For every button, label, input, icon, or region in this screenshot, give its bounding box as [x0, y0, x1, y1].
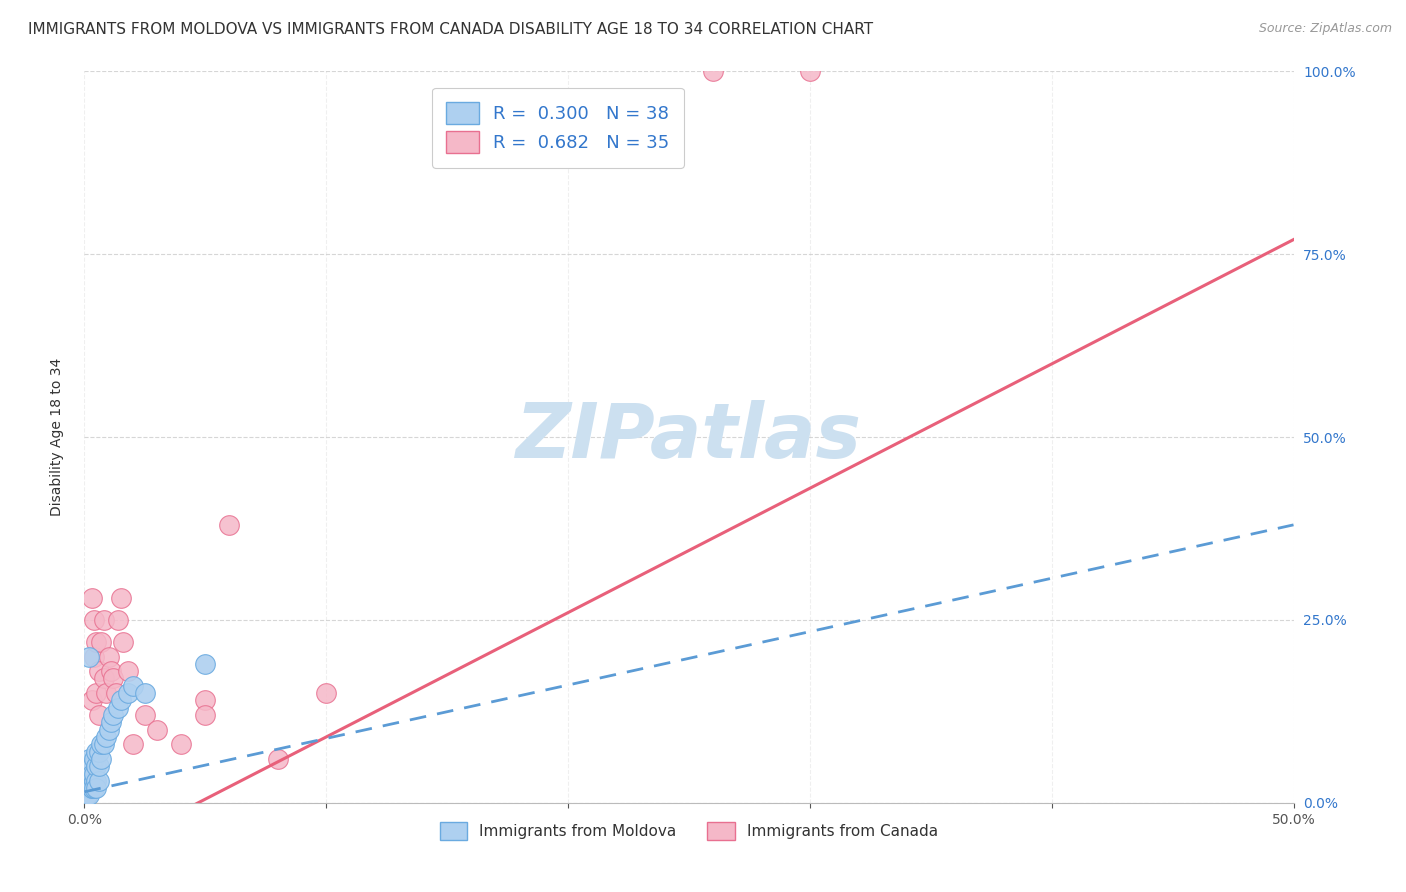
- Point: [87, 664, 110, 678]
- Point: [77, 781, 100, 796]
- Point: [83, 781, 105, 796]
- Point: [112, 635, 135, 649]
- Point: [80, 773, 103, 788]
- Point: [97, 649, 120, 664]
- Point: [86, 745, 108, 759]
- Point: [94, 730, 117, 744]
- Point: [90, 635, 112, 649]
- Point: [100, 664, 122, 678]
- Point: [90, 752, 112, 766]
- Point: [86, 773, 108, 788]
- Point: [83, 649, 105, 664]
- Legend: Immigrants from Moldova, Immigrants from Canada: Immigrants from Moldova, Immigrants from…: [433, 815, 945, 847]
- Point: [117, 664, 139, 678]
- Point: [134, 708, 156, 723]
- Point: [267, 752, 290, 766]
- Point: [121, 737, 143, 751]
- Point: [77, 773, 100, 788]
- Point: [218, 517, 240, 532]
- Point: [104, 686, 127, 700]
- Point: [86, 759, 108, 773]
- Point: [76, 789, 98, 803]
- Point: [107, 613, 129, 627]
- Y-axis label: Disability Age 18 to 34: Disability Age 18 to 34: [49, 358, 63, 516]
- Text: IMMIGRANTS FROM MOLDOVA VS IMMIGRANTS FROM CANADA DISABILITY AGE 18 TO 34 CORREL: IMMIGRANTS FROM MOLDOVA VS IMMIGRANTS FR…: [28, 22, 873, 37]
- Point: [76, 781, 98, 796]
- Point: [80, 766, 103, 780]
- Text: ZIPatlas: ZIPatlas: [516, 401, 862, 474]
- Point: [87, 759, 110, 773]
- Point: [170, 737, 193, 751]
- Point: [80, 766, 103, 780]
- Point: [100, 715, 122, 730]
- Point: [799, 64, 821, 78]
- Point: [97, 723, 120, 737]
- Point: [702, 64, 724, 78]
- Point: [87, 773, 110, 788]
- Point: [315, 686, 337, 700]
- Point: [194, 708, 217, 723]
- Point: [83, 773, 105, 788]
- Point: [77, 781, 100, 796]
- Point: [103, 708, 125, 723]
- Point: [77, 649, 100, 664]
- Point: [80, 693, 103, 707]
- Point: [103, 672, 125, 686]
- Point: [76, 766, 98, 780]
- Point: [87, 708, 110, 723]
- Point: [80, 591, 103, 605]
- Point: [194, 657, 217, 671]
- Point: [117, 686, 139, 700]
- Point: [86, 635, 108, 649]
- Point: [77, 752, 100, 766]
- Point: [83, 752, 105, 766]
- Point: [107, 700, 129, 714]
- Point: [76, 773, 98, 788]
- Point: [146, 723, 169, 737]
- Point: [77, 766, 100, 780]
- Point: [94, 686, 117, 700]
- Point: [93, 737, 115, 751]
- Point: [110, 693, 132, 707]
- Point: [86, 686, 108, 700]
- Point: [80, 781, 103, 796]
- Point: [90, 737, 112, 751]
- Point: [134, 686, 156, 700]
- Point: [87, 745, 110, 759]
- Text: Source: ZipAtlas.com: Source: ZipAtlas.com: [1258, 22, 1392, 36]
- Point: [80, 781, 103, 796]
- Point: [83, 766, 105, 780]
- Point: [77, 789, 100, 803]
- Point: [76, 789, 98, 803]
- Point: [110, 591, 132, 605]
- Point: [80, 759, 103, 773]
- Point: [93, 613, 115, 627]
- Point: [83, 613, 105, 627]
- Point: [194, 693, 217, 707]
- Point: [86, 781, 108, 796]
- Point: [93, 672, 115, 686]
- Point: [121, 679, 143, 693]
